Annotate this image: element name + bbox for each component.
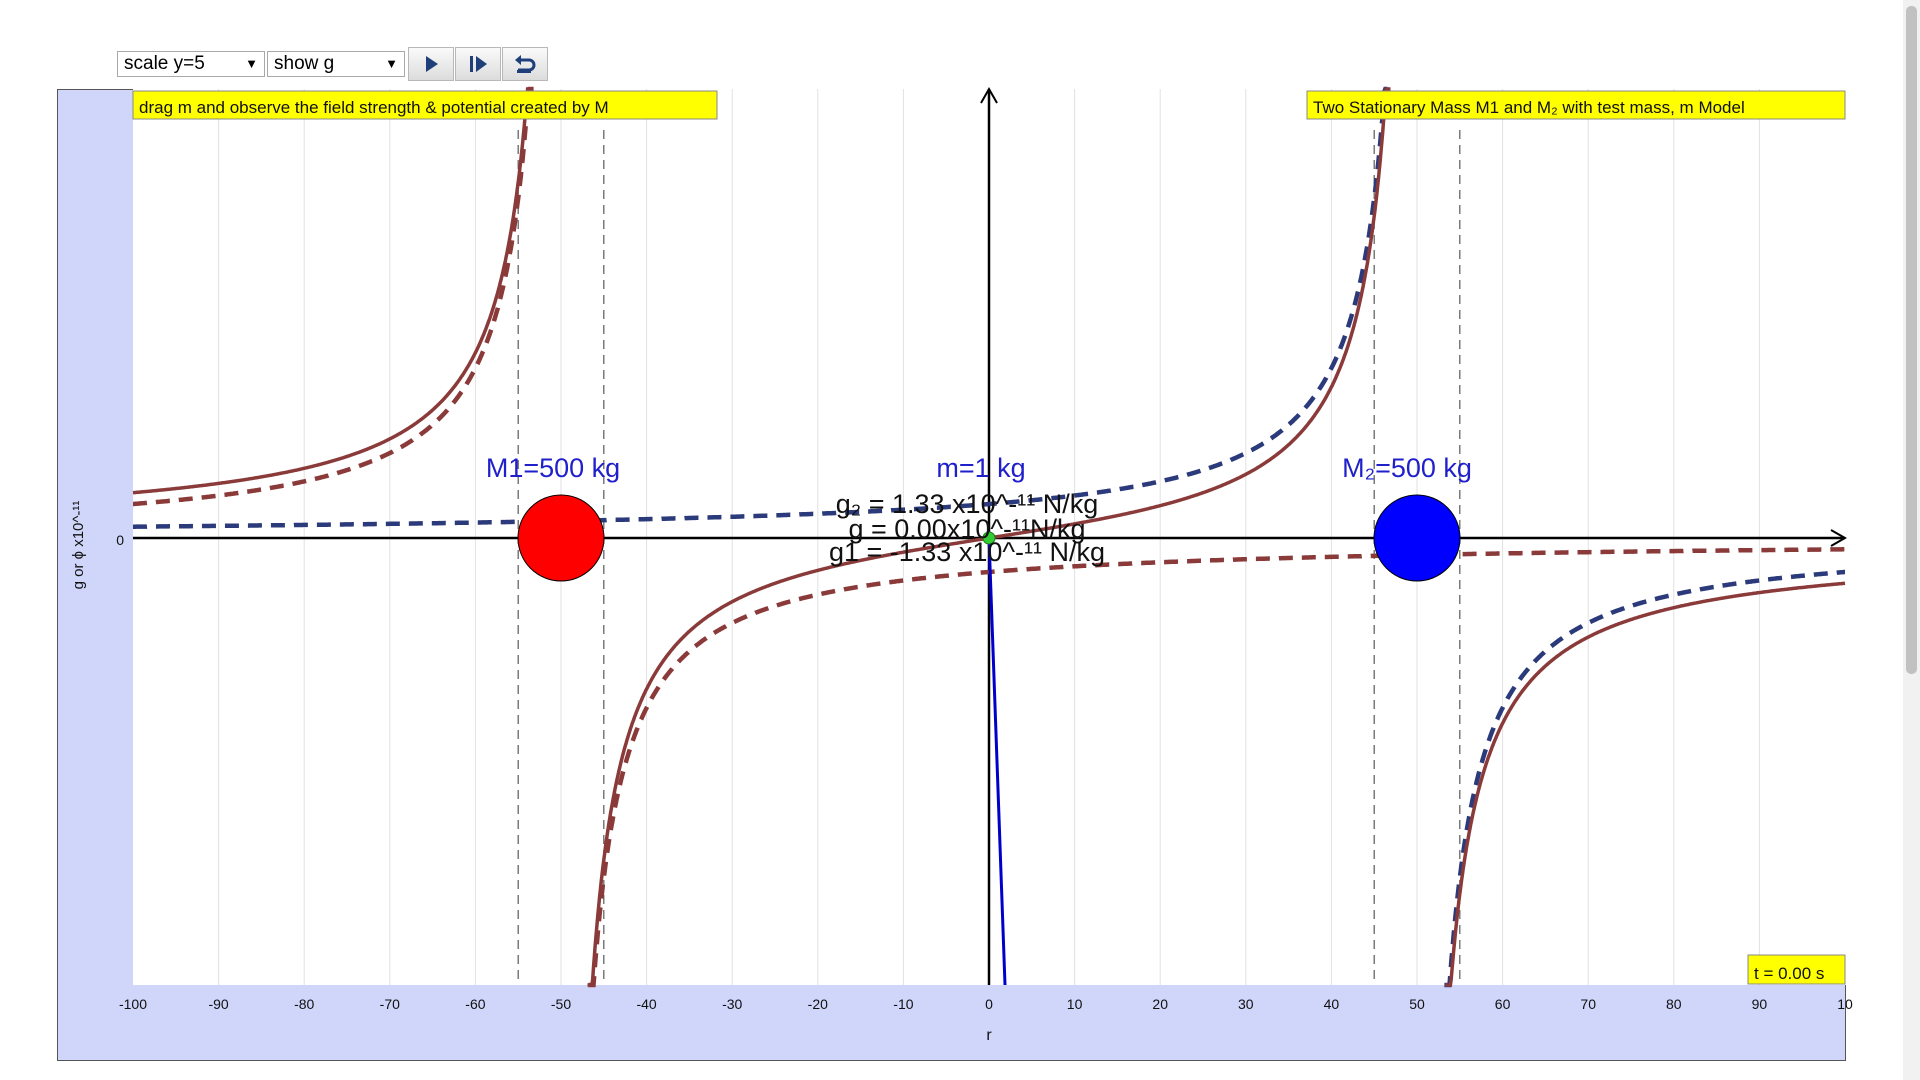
- scrollbar-thumb[interactable]: [1906, 6, 1917, 674]
- x-axis-label: r: [986, 1027, 992, 1044]
- test-mass-m[interactable]: [982, 531, 996, 545]
- mass-m1-label: M1=500 kg: [486, 453, 620, 483]
- right-banner: [1306, 90, 1846, 120]
- step-forward-icon: [470, 56, 487, 72]
- x-tick-label: 30: [1238, 996, 1254, 1012]
- x-axis-arrow-icon: [1830, 529, 1848, 547]
- show-select-value: show g: [274, 53, 335, 74]
- g1-readout: g1 = -1.33 x10^-¹¹ N/kg: [829, 537, 1105, 567]
- field-curves: [132, 86, 1846, 988]
- right-banner-text: Two Stationary Mass M1 and M₂ with test …: [1313, 98, 1745, 117]
- x-tick-label: -90: [208, 996, 228, 1012]
- reset-button[interactable]: [502, 47, 548, 81]
- x-tick-label: 90: [1752, 996, 1768, 1012]
- x-tick-label: -10: [893, 996, 913, 1012]
- g-readout: g = 0.00x10^-¹¹N/kg: [848, 514, 1085, 544]
- play-button[interactable]: [408, 47, 454, 81]
- mass-m1[interactable]: [517, 494, 605, 582]
- x-tick-label: -100: [119, 996, 147, 1012]
- left-banner-text: drag m and observe the field strength & …: [139, 98, 609, 117]
- dropdown-arrow-icon: ▼: [385, 56, 398, 71]
- x-tick-label: 40: [1324, 996, 1340, 1012]
- x-tick-label: 0: [985, 996, 993, 1012]
- x-tick-labels: -100 -90 -80 -70 -60 -50 -40 -30 -20 -10 0 10 20 30 40…: [119, 996, 1853, 1012]
- x-tick-label: 80: [1666, 996, 1682, 1012]
- x-tick-label: 10: [1837, 996, 1853, 1012]
- x-tick-label: 50: [1409, 996, 1425, 1012]
- y-axis-arrow-icon: [980, 86, 998, 104]
- scale-select[interactable]: scale y=5 ▼: [117, 51, 265, 77]
- x-tick-label: -70: [380, 996, 400, 1012]
- time-box: [1747, 954, 1846, 985]
- x-tick-label: 60: [1495, 996, 1511, 1012]
- left-banner: [132, 90, 718, 120]
- time-readout: t = 0.00 s: [1754, 964, 1824, 983]
- x-tick-label: -30: [722, 996, 742, 1012]
- x-tick-label: -50: [551, 996, 571, 1012]
- g2-curve: [133, 86, 1845, 988]
- play-icon: [426, 56, 438, 72]
- x-tick-label: -60: [465, 996, 485, 1012]
- y-axis-label: g or ϕ x10^-¹¹: [70, 501, 87, 590]
- toolbar: scale y=5 ▼ show g ▼: [117, 47, 548, 81]
- x-tick-label: 10: [1067, 996, 1083, 1012]
- reset-icon: [515, 55, 536, 73]
- mass-boundary-lines: [517, 130, 1461, 985]
- step-button[interactable]: [455, 47, 501, 81]
- x-tick-label: 20: [1152, 996, 1168, 1012]
- y-zero-tick: 0: [116, 532, 124, 548]
- g2-readout: g₂ = 1.33 x10^-¹¹ N/kg: [836, 489, 1099, 519]
- show-select[interactable]: show g ▼: [267, 51, 405, 77]
- mass-m2[interactable]: [1373, 494, 1461, 582]
- scale-select-value: scale y=5: [124, 53, 205, 74]
- x-tick-label: 70: [1580, 996, 1596, 1012]
- x-tick-label: -20: [808, 996, 828, 1012]
- x-tick-label: -40: [636, 996, 656, 1012]
- dropdown-arrow-icon: ▼: [245, 56, 258, 71]
- field-vector: [987, 537, 1007, 986]
- g1-curve: [133, 86, 1845, 988]
- test-mass-label: m=1 kg: [936, 453, 1025, 483]
- x-tick-label: -80: [294, 996, 314, 1012]
- mass-m2-label: M₂=500 kg: [1342, 453, 1472, 483]
